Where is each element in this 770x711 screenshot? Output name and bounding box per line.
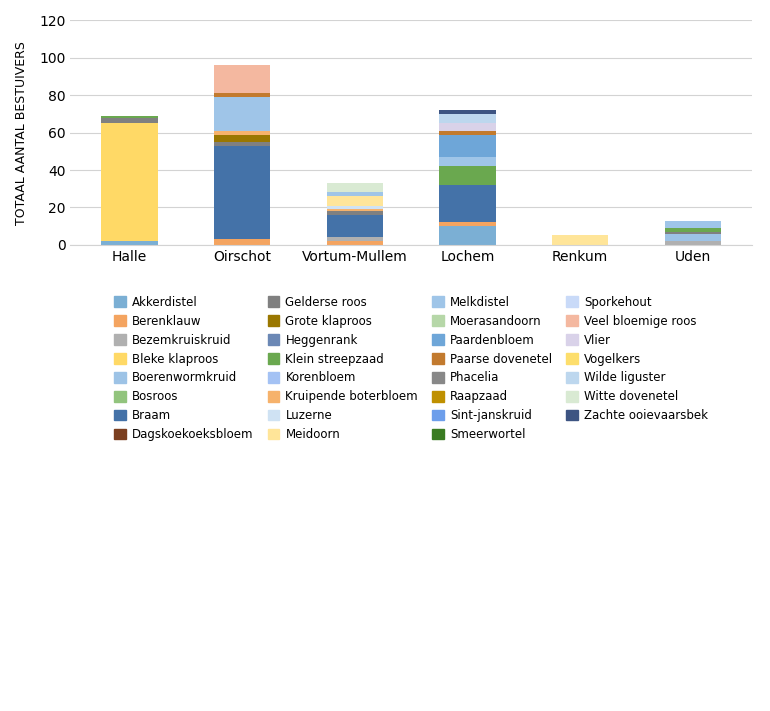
Bar bbox=[326, 211, 383, 215]
Bar bbox=[326, 215, 383, 237]
Bar bbox=[439, 157, 496, 166]
Bar bbox=[214, 93, 270, 97]
Bar bbox=[439, 134, 496, 157]
Bar bbox=[326, 205, 383, 209]
Bar bbox=[439, 226, 496, 245]
Bar bbox=[214, 131, 270, 134]
Bar bbox=[214, 142, 270, 146]
Bar bbox=[439, 110, 496, 114]
Bar bbox=[439, 223, 496, 226]
Bar bbox=[214, 239, 270, 245]
Bar bbox=[326, 183, 383, 193]
Bar bbox=[439, 185, 496, 223]
Bar bbox=[665, 228, 721, 232]
Bar bbox=[326, 209, 383, 211]
Bar bbox=[326, 193, 383, 196]
Bar bbox=[439, 131, 496, 134]
Bar bbox=[102, 123, 158, 241]
Bar bbox=[326, 237, 383, 241]
Bar bbox=[665, 220, 721, 228]
Bar bbox=[326, 196, 383, 205]
Bar bbox=[214, 146, 270, 239]
Bar bbox=[665, 234, 721, 241]
Bar bbox=[102, 241, 158, 245]
Bar bbox=[665, 241, 721, 245]
Bar bbox=[665, 232, 721, 234]
Bar bbox=[214, 97, 270, 131]
Bar bbox=[439, 114, 496, 123]
Bar bbox=[439, 123, 496, 131]
Bar bbox=[326, 241, 383, 245]
Y-axis label: TOTAAL AANTAL BESTUIVERS: TOTAAL AANTAL BESTUIVERS bbox=[15, 41, 28, 225]
Bar bbox=[214, 65, 270, 93]
Legend: Akkerdistel, Berenklauw, Bezemkruiskruid, Bleke klaproos, Boerenwormkruid, Bosro: Akkerdistel, Berenklauw, Bezemkruiskruid… bbox=[109, 291, 712, 446]
Bar bbox=[102, 118, 158, 123]
Bar bbox=[102, 116, 158, 118]
Bar bbox=[439, 166, 496, 185]
Bar bbox=[214, 134, 270, 142]
Bar bbox=[552, 235, 608, 245]
